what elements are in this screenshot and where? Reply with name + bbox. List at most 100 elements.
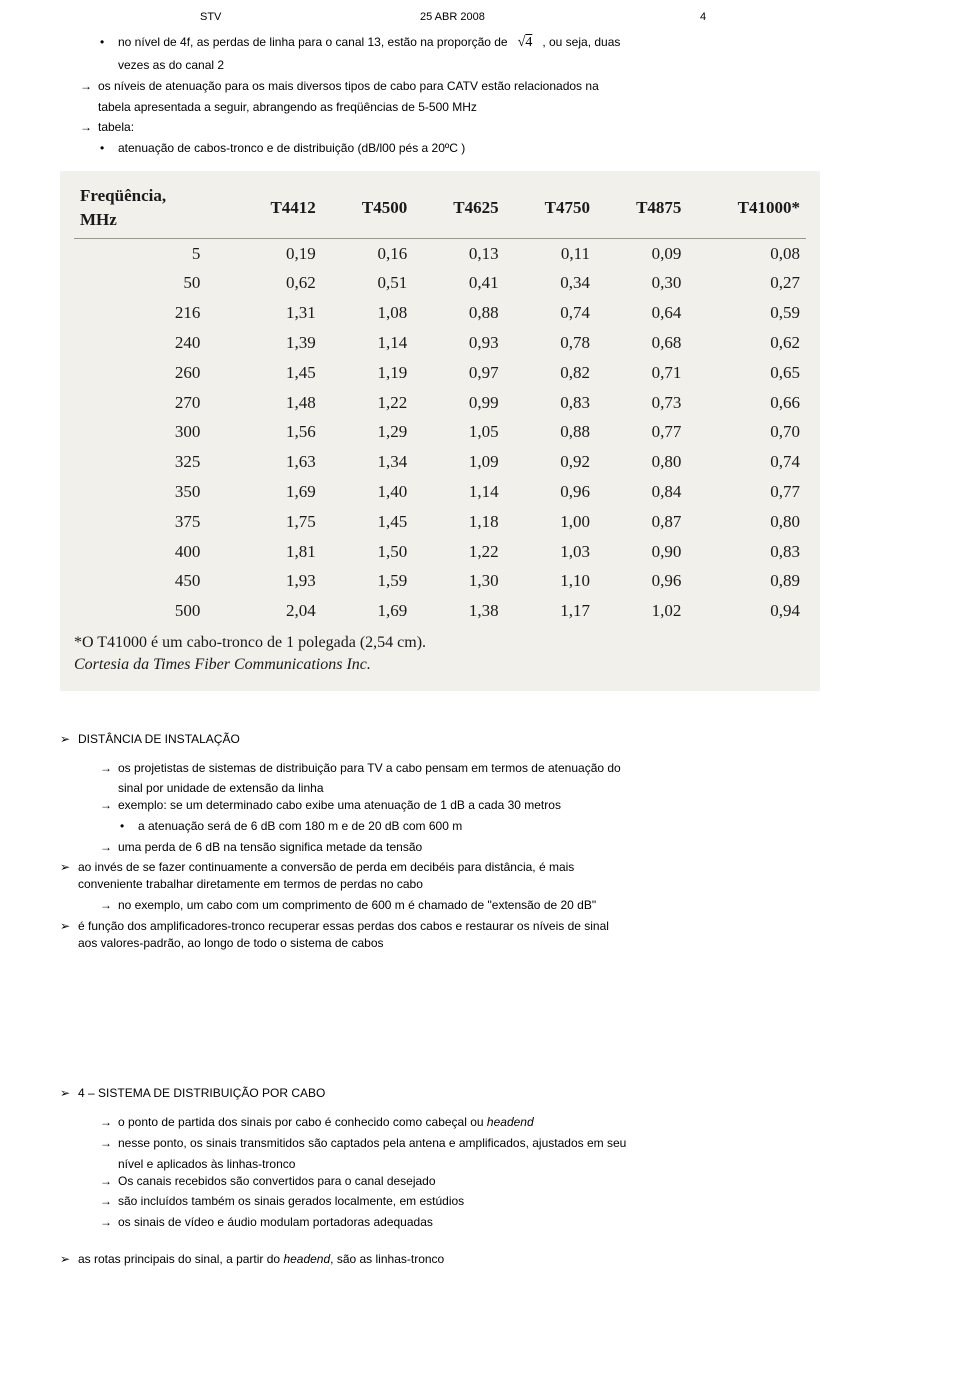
table-row: 2401,391,140,930,780,680,62 [74,328,806,358]
list-item: →Os canais recebidos são convertidos par… [100,1173,900,1190]
value-cell: 1,69 [230,477,321,507]
freq-cell: 350 [74,477,230,507]
value-cell: 0,71 [596,358,687,388]
text: são incluídos também os sinais gerados l… [118,1194,464,1208]
value-cell: 1,02 [596,596,687,626]
value-cell: 0,78 [505,328,596,358]
value-cell: 0,13 [413,238,504,268]
col-header-freq: Freqüência,MHz [74,181,230,238]
value-cell: 0,70 [687,417,806,447]
value-cell: 0,08 [687,238,806,268]
arrow-icon: → [80,78,98,95]
chevron-icon: ➢ [60,918,78,935]
list-item: →os projetistas de sistemas de distribui… [100,760,900,777]
list-item-cont: sinal por unidade de extensão da linha [118,780,900,797]
value-cell: 0,65 [687,358,806,388]
arrow-icon: → [80,119,98,136]
value-cell: 0,83 [687,537,806,567]
col-header: T4625 [413,181,504,238]
text: o ponto de partida dos sinais por cabo é… [118,1115,487,1129]
freq-cell: 500 [74,596,230,626]
value-cell: 0,62 [230,268,321,298]
value-cell: 0,41 [413,268,504,298]
col-header: T4500 [322,181,413,238]
freq-cell: 325 [74,447,230,477]
value-cell: 0,62 [687,328,806,358]
value-cell: 0,66 [687,388,806,418]
freq-cell: 400 [74,537,230,567]
text: vezes as do canal 2 [118,58,224,72]
value-cell: 0,09 [596,238,687,268]
value-cell: 0,93 [413,328,504,358]
value-cell: 1,05 [413,417,504,447]
freq-cell: 216 [74,298,230,328]
section-1-heading: ➢DISTÂNCIA DE INSTALAÇÃO [60,731,900,748]
list-item: →o ponto de partida dos sinais por cabo … [100,1114,900,1131]
table-row: 2601,451,190,970,820,710,65 [74,358,806,388]
list-item: →nesse ponto, os sinais transmitidos são… [100,1135,900,1152]
value-cell: 0,11 [505,238,596,268]
value-cell: 1,09 [413,447,504,477]
value-cell: 0,97 [413,358,504,388]
text: no nível de 4f, as perdas de linha para … [118,35,508,49]
arrow-icon: → [100,1114,118,1131]
value-cell: 1,38 [413,596,504,626]
intro-arrow-1-cont: tabela apresentada a seguir, abrangendo … [98,99,900,116]
value-cell: 1,81 [230,537,321,567]
table-row: 4501,931,591,301,100,960,89 [74,566,806,596]
table-row: 4001,811,501,221,030,900,83 [74,537,806,567]
freq-cell: 240 [74,328,230,358]
value-cell: 2,04 [230,596,321,626]
sqrt-expr: √4 [518,35,533,50]
freq-cell: 450 [74,566,230,596]
intro-arrow-1: →os níveis de atenuação para os mais div… [80,78,900,95]
section-2-heading: ➢4 – SISTEMA DE DISTRIBUIÇÃO POR CABO [60,1085,900,1102]
arrow-icon: → [100,760,118,777]
intro-arrow-2: →tabela: [80,119,900,136]
table-row: 3251,631,341,090,920,800,74 [74,447,806,477]
value-cell: 1,17 [505,596,596,626]
text: , são as linhas-tronco [330,1252,444,1266]
value-cell: 1,10 [505,566,596,596]
header-left: STV [200,10,420,25]
arrow-icon: → [100,797,118,814]
table-row: 3751,751,451,181,000,870,80 [74,507,806,537]
value-cell: 0,34 [505,268,596,298]
value-cell: 0,80 [596,447,687,477]
freq-cell: 375 [74,507,230,537]
arrow-icon: → [100,1135,118,1152]
value-cell: 1,34 [322,447,413,477]
value-cell: 1,22 [413,537,504,567]
value-cell: 1,56 [230,417,321,447]
list-item: →no exemplo, um cabo com um comprimento … [100,897,900,914]
value-cell: 0,19 [230,238,321,268]
text: ao invés de se fazer continuamente a con… [78,860,574,874]
chevron-item: ➢é função dos amplificadores-tronco recu… [60,918,900,935]
value-cell: 1,59 [322,566,413,596]
text: é função dos amplificadores-tronco recup… [78,919,609,933]
text: as rotas principais do sinal, a partir d… [78,1252,283,1266]
list-item-cont: nível e aplicados às linhas-tronco [118,1156,900,1173]
value-cell: 1,39 [230,328,321,358]
value-cell: 0,83 [505,388,596,418]
text: os projetistas de sistemas de distribuiç… [118,761,621,775]
value-cell: 1,50 [322,537,413,567]
value-cell: 0,89 [687,566,806,596]
heading-text: 4 – SISTEMA DE DISTRIBUIÇÃO POR CABO [78,1086,325,1100]
table-footnote: *O T41000 é um cabo-tronco de 1 polegada… [74,632,806,654]
value-cell: 0,96 [596,566,687,596]
value-cell: 0,64 [596,298,687,328]
heading-text: DISTÂNCIA DE INSTALAÇÃO [78,732,240,746]
attenuation-table: Freqüência,MHz T4412 T4500 T4625 T4750 T… [60,171,820,691]
arrow-icon: → [100,897,118,914]
arrow-icon: → [100,1173,118,1190]
value-cell: 1,40 [322,477,413,507]
value-cell: 1,69 [322,596,413,626]
value-cell: 1,19 [322,358,413,388]
table-row: 5002,041,691,381,171,020,94 [74,596,806,626]
value-cell: 0,88 [413,298,504,328]
text: no exemplo, um cabo com um comprimento d… [118,898,596,912]
value-cell: 0,77 [596,417,687,447]
chevron-item-cont: aos valores-padrão, ao longo de todo o s… [78,935,900,952]
value-cell: 1,45 [322,507,413,537]
